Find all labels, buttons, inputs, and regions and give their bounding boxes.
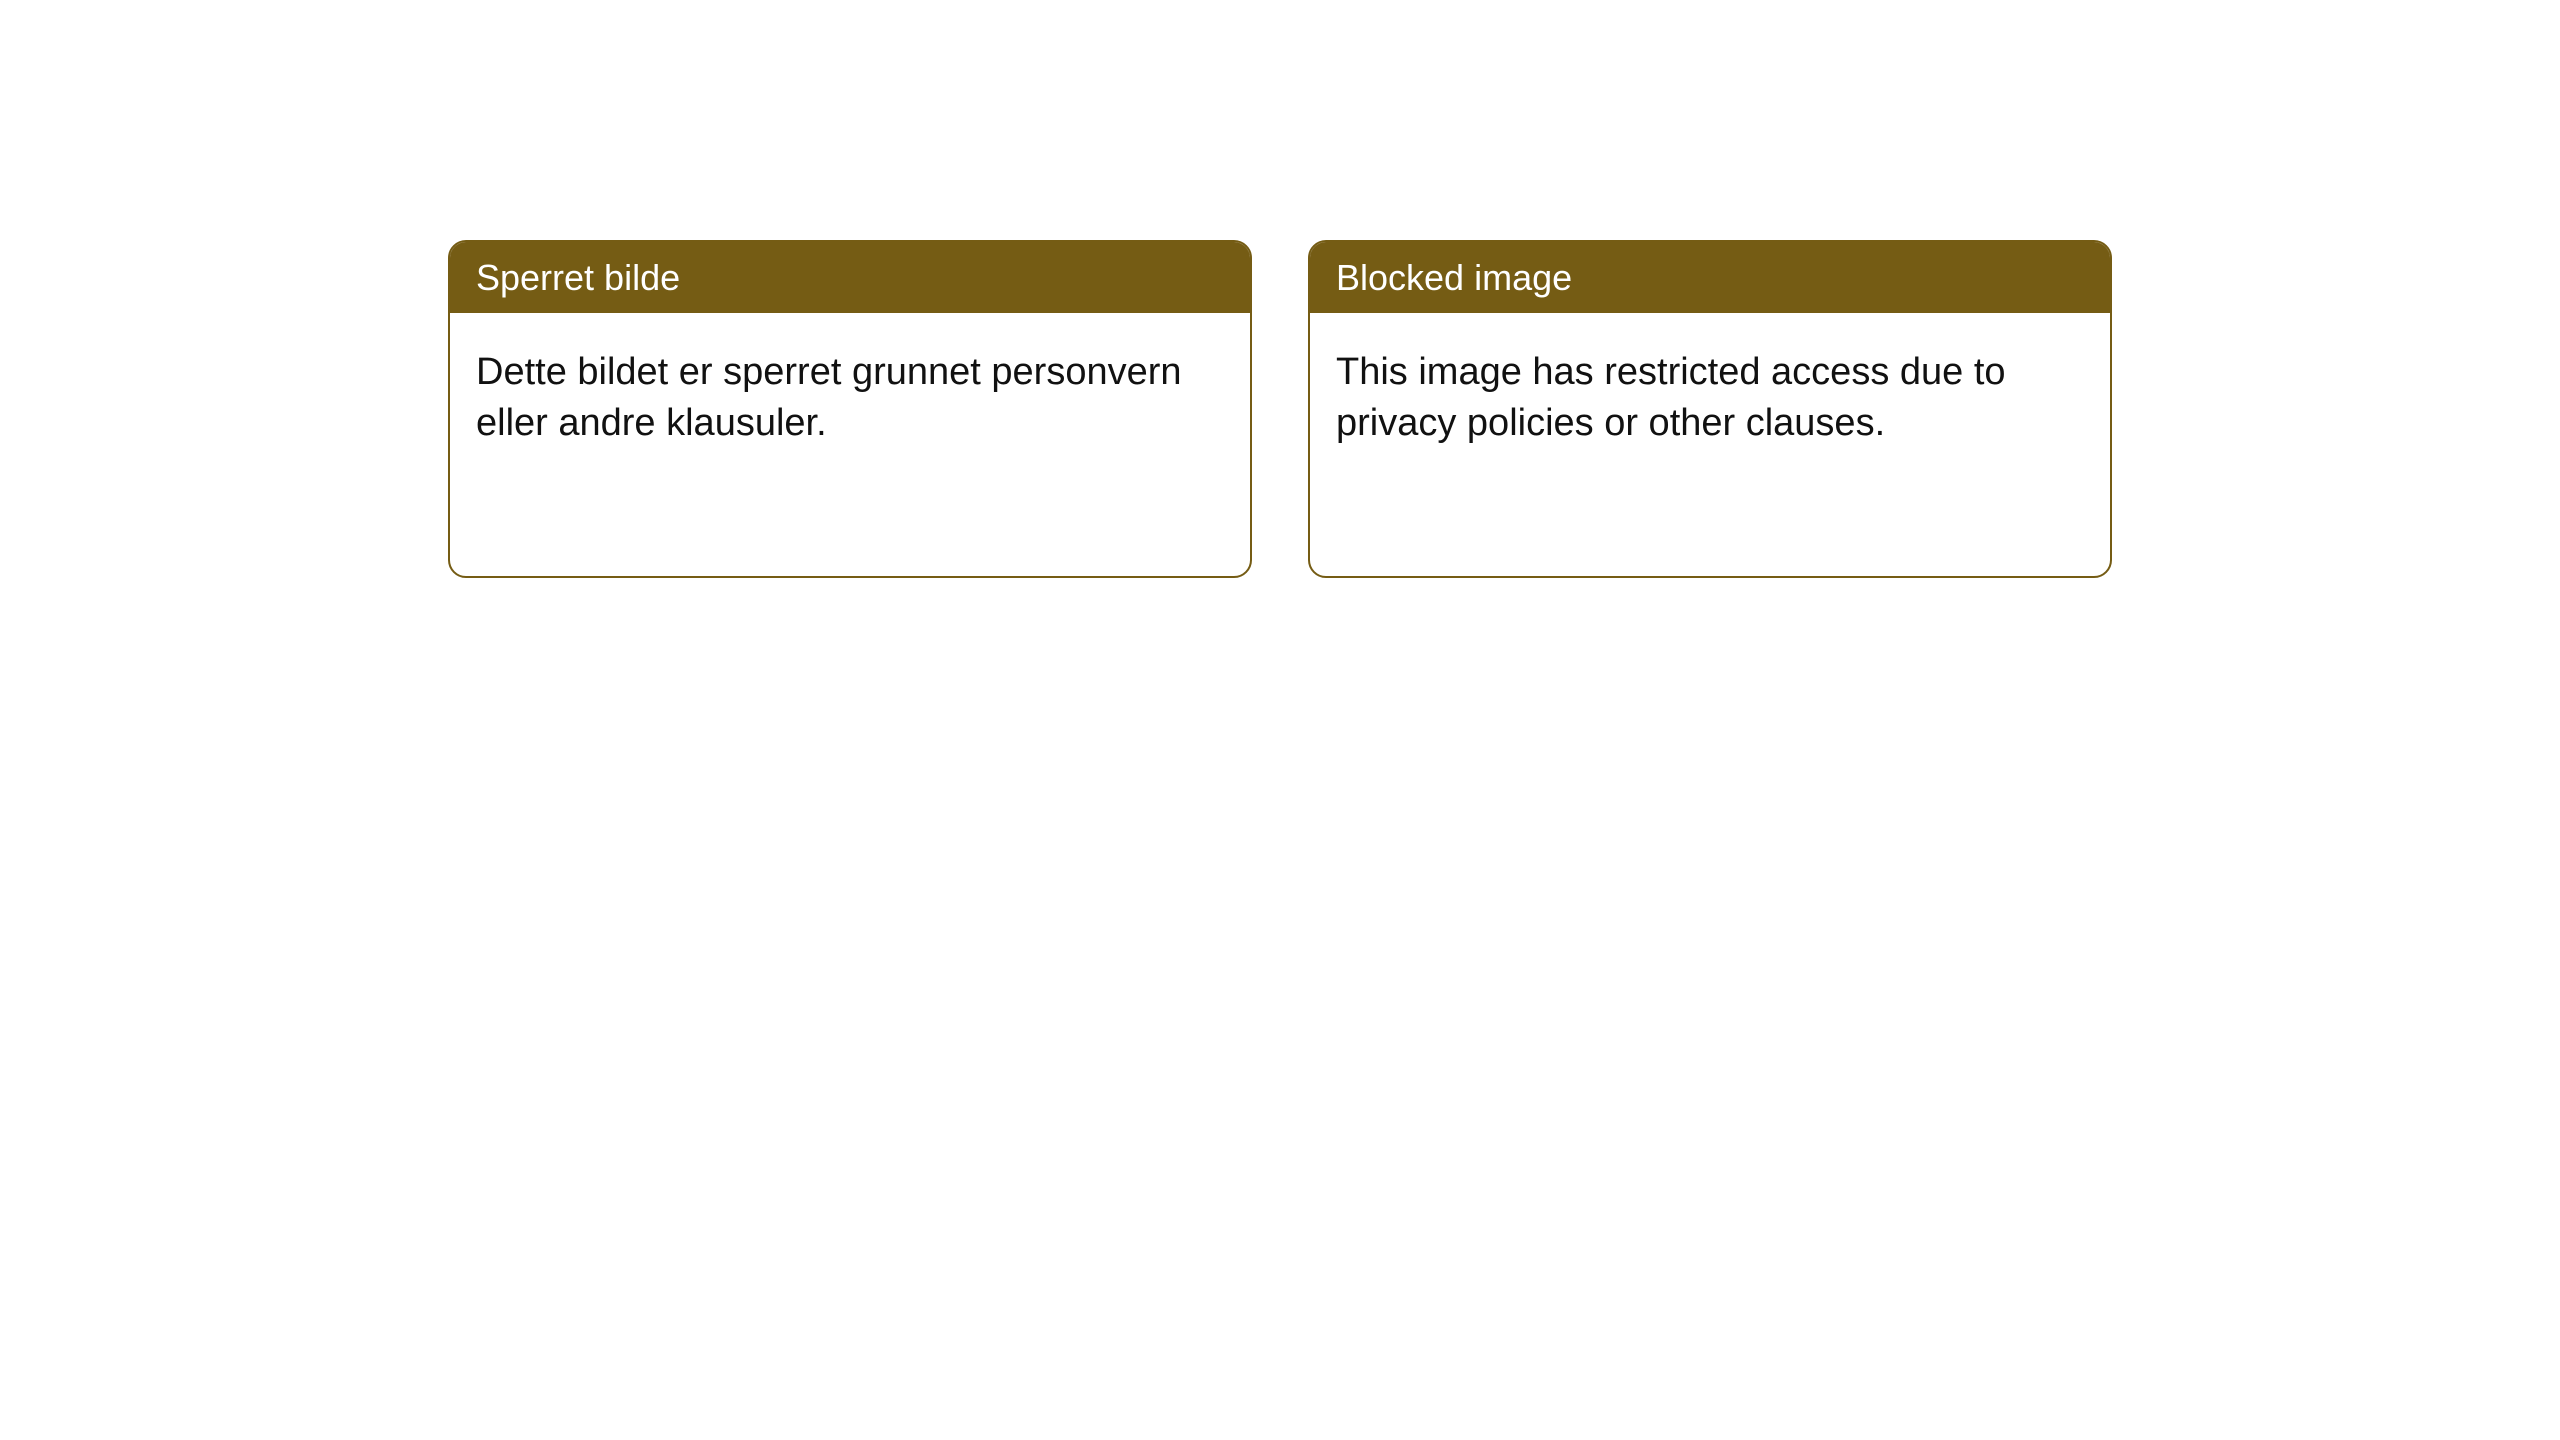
blocked-card-english: Blocked image This image has restricted …	[1308, 240, 2112, 578]
card-header: Blocked image	[1310, 242, 2110, 313]
card-message: Dette bildet er sperret grunnet personve…	[476, 351, 1182, 444]
card-title: Sperret bilde	[476, 257, 680, 298]
card-body: This image has restricted access due to …	[1310, 313, 2110, 484]
blocked-card-norwegian: Sperret bilde Dette bildet er sperret gr…	[448, 240, 1252, 578]
cards-container: Sperret bilde Dette bildet er sperret gr…	[448, 240, 2112, 578]
card-header: Sperret bilde	[450, 242, 1250, 313]
card-body: Dette bildet er sperret grunnet personve…	[450, 313, 1250, 484]
card-title: Blocked image	[1336, 257, 1572, 298]
card-message: This image has restricted access due to …	[1336, 351, 2006, 444]
